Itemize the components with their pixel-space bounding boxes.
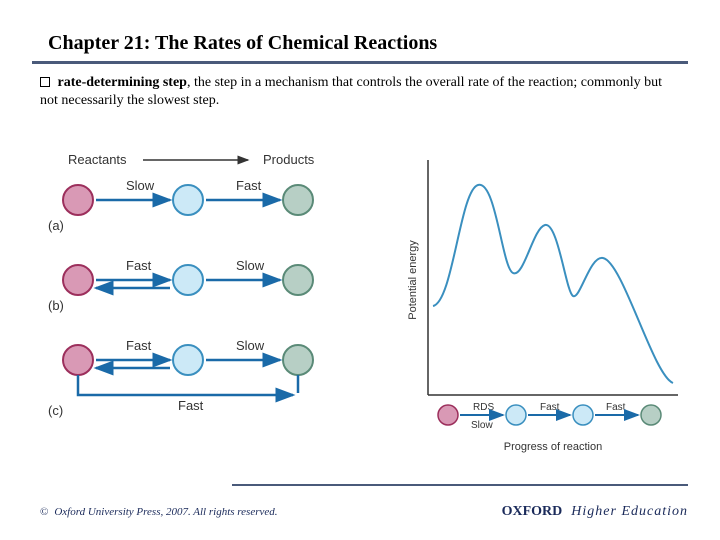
bypass-arrow-icon (78, 375, 293, 395)
footer-brand: OXFORD Higher Education (502, 504, 688, 520)
intermediate-circle-icon (506, 405, 526, 425)
step-label: Fast (126, 338, 152, 353)
step-label: Fast (126, 258, 152, 273)
mechanism-row-b: Fast Slow (b) (48, 258, 313, 313)
step-label: Slow (236, 258, 265, 273)
row-label: (a) (48, 218, 64, 233)
row-label: (c) (48, 403, 63, 418)
footer-left: © Oxford University Press, 2007. All rig… (40, 506, 278, 518)
energy-legend-row: RDS Slow Fast Fast (438, 402, 661, 431)
brand-higher-ed: Higher Education (571, 504, 688, 519)
fast-label: Fast (606, 402, 626, 413)
intermediate-circle-icon (173, 265, 203, 295)
step-label: Fast (236, 178, 262, 193)
footer-rule (232, 484, 688, 486)
brand-oxford: OXFORD (502, 504, 563, 519)
reactant-circle-icon (63, 265, 93, 295)
product-circle-icon (283, 345, 313, 375)
intermediate-circle-icon (173, 185, 203, 215)
mechanism-row-c: Fast Slow Fast (c) (48, 338, 313, 418)
y-axis-label: Potential energy (407, 240, 419, 320)
intermediate-circle-icon (573, 405, 593, 425)
reactant-circle-icon (63, 185, 93, 215)
reactant-circle-icon (63, 345, 93, 375)
energy-curve (433, 185, 673, 383)
left-mechanism-diagram: Reactants Products Slow Fast (a) Fast (48, 152, 315, 418)
fast-label: Fast (540, 402, 560, 413)
product-circle-icon (641, 405, 661, 425)
reactant-circle-icon (438, 405, 458, 425)
figure-area: Reactants Products Slow Fast (a) Fast (48, 150, 688, 470)
figure-svg: Reactants Products Slow Fast (a) Fast (48, 150, 688, 470)
step-label: Slow (236, 338, 265, 353)
footer: © Oxford University Press, 2007. All rig… (40, 504, 688, 520)
definition-paragraph: rate-determining step, the step in a mec… (0, 64, 720, 110)
square-bullet-icon (40, 77, 50, 87)
rds-label: RDS (473, 402, 494, 413)
products-label: Products (263, 152, 315, 167)
footer-press-text: Oxford University Press, 2007. All right… (54, 506, 277, 518)
intermediate-circle-icon (173, 345, 203, 375)
definition-term: rate-determining step (58, 75, 187, 90)
product-circle-icon (283, 185, 313, 215)
step-label: Slow (126, 178, 155, 193)
row-label: (b) (48, 298, 64, 313)
x-axis-label: Progress of reaction (504, 441, 602, 453)
slow-label: Slow (471, 420, 493, 431)
reactants-label: Reactants (68, 152, 127, 167)
mechanism-row-a: Slow Fast (a) (48, 178, 313, 233)
copyright-icon: © (40, 506, 48, 518)
energy-diagram: Potential energy Progress of reaction RD… (407, 160, 678, 453)
bypass-label: Fast (178, 398, 204, 413)
product-circle-icon (283, 265, 313, 295)
chapter-title: Chapter 21: The Rates of Chemical Reacti… (0, 0, 720, 61)
